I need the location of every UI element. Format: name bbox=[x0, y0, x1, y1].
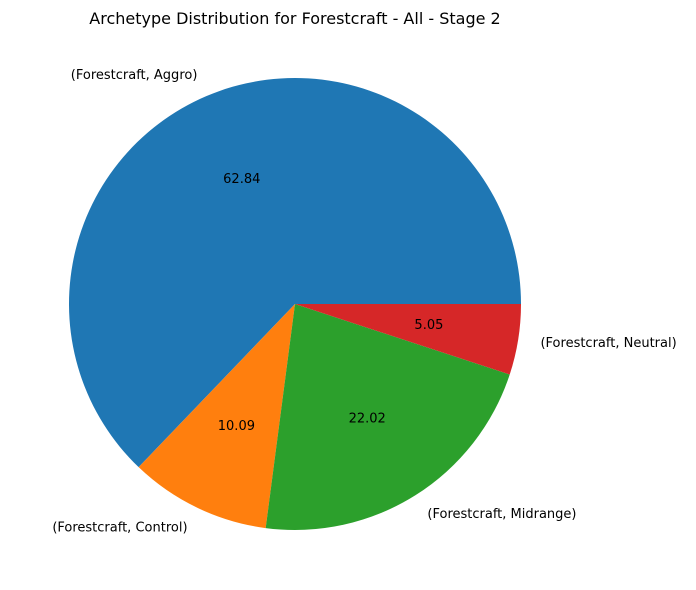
slice-label-control: (Forestcraft, Control) bbox=[52, 521, 187, 536]
pie-labels: (Forestcraft, Aggro) 62.84 (Forestcraft, C… bbox=[52, 68, 676, 536]
pie-slice-control bbox=[138, 304, 295, 529]
slice-value-neutral: 5.05 bbox=[414, 318, 443, 333]
slice-label-neutral: (Forestcraft, Neutral) bbox=[540, 336, 676, 351]
pie-slice-neutral bbox=[295, 304, 521, 375]
slice-value-control: 10.09 bbox=[218, 419, 255, 434]
chart-title: Archetype Distribution for Forestcraft -… bbox=[89, 9, 500, 28]
pie-slices bbox=[69, 78, 521, 530]
slice-label-midrange: (Forestcraft, Midrange) bbox=[427, 507, 576, 522]
slice-label-aggro: (Forestcraft, Aggro) bbox=[71, 68, 198, 83]
slice-value-aggro: 62.84 bbox=[223, 172, 260, 187]
pie-slice-aggro bbox=[69, 78, 521, 468]
slice-value-midrange: 22.02 bbox=[349, 411, 386, 426]
pie-slice-midrange bbox=[265, 304, 510, 530]
